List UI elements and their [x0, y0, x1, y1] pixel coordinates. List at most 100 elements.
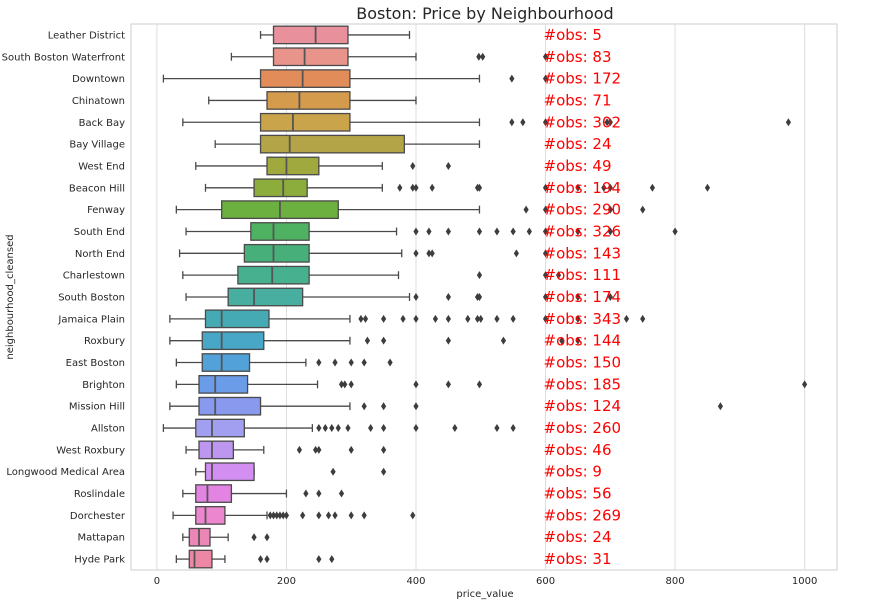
x-tick-label: 200: [277, 576, 296, 587]
outlier-point: [381, 424, 387, 433]
box-group: [178, 243, 549, 263]
outlier-point: [429, 249, 435, 258]
outlier-point: [413, 227, 419, 236]
obs-count-label: #obs: 124: [544, 397, 622, 415]
y-tick-label: Allston: [91, 424, 125, 435]
obs-count-label: #obs: 150: [544, 354, 622, 372]
box-group: [195, 462, 387, 482]
box-group: [182, 484, 345, 503]
box-group: [169, 309, 646, 329]
outlier-point: [381, 402, 387, 411]
y-tick-label: Downtown: [72, 74, 125, 85]
outlier-point: [494, 314, 500, 323]
outlier-point: [542, 205, 549, 214]
obs-count-label: #obs: 343: [544, 310, 622, 328]
outlier-point: [465, 314, 471, 323]
obs-labels-layer: #obs: 5 #obs: 83 #obs: 172 #obs: 71 #obs: 30…: [544, 26, 622, 568]
obs-count-label: #obs: 143: [544, 244, 622, 262]
obs-count-label: #obs: 144: [544, 332, 622, 350]
outlier-point: [410, 161, 416, 170]
outlier-point: [717, 402, 724, 411]
outlier-point: [338, 489, 345, 498]
outlier-point: [542, 118, 549, 127]
outlier-point: [542, 227, 549, 236]
outlier-point: [478, 314, 484, 323]
y-tick-label: Bay Village: [69, 140, 125, 151]
y-tick-label: North End: [75, 249, 125, 260]
obs-count-label: #obs: 56: [544, 485, 612, 503]
outlier-point: [348, 358, 354, 367]
box: [195, 484, 233, 503]
box: [259, 69, 351, 88]
outlier-point: [413, 380, 419, 389]
outlier-point: [476, 183, 483, 192]
outlier-point: [316, 424, 322, 433]
outlier-point: [274, 511, 280, 520]
obs-count-label: #obs: 194: [544, 179, 622, 197]
outlier-point: [476, 227, 483, 236]
outlier-point: [413, 314, 419, 323]
outlier-point: [400, 314, 406, 323]
outlier-point: [523, 205, 529, 214]
outlier-point: [364, 336, 371, 345]
box-group: [208, 91, 417, 110]
box-group: [182, 265, 562, 285]
box-group: [185, 440, 387, 460]
outlier-point: [312, 445, 319, 454]
outlier-point: [559, 336, 565, 345]
y-tick-labels: Leather District South Boston Waterfront D…: [2, 30, 126, 565]
outlier-point: [270, 511, 277, 520]
outlier-point: [607, 118, 613, 127]
outlier-point: [513, 249, 519, 258]
outlier-point: [445, 161, 451, 170]
outlier-point: [303, 489, 309, 498]
outlier-point: [445, 314, 451, 323]
outlier-point: [480, 52, 486, 61]
obs-count-label: #obs: 71: [544, 91, 612, 109]
outlier-point: [316, 445, 322, 454]
outlier-point: [413, 249, 419, 258]
outlier-point: [345, 424, 351, 433]
outlier-point: [381, 445, 387, 454]
outlier-point: [604, 118, 610, 127]
outlier-point: [607, 227, 613, 236]
box-group: [162, 418, 516, 438]
box: [272, 47, 349, 67]
outlier-point: [575, 293, 581, 301]
y-tick-label: South Boston: [58, 293, 125, 304]
x-tick-label: 600: [536, 576, 555, 587]
box-group: [182, 112, 792, 132]
y-tick-label: Longwood Medical Area: [6, 467, 125, 478]
outlier-point: [426, 249, 432, 258]
outlier-point: [542, 183, 549, 192]
box: [266, 156, 320, 176]
y-tick-label: Dorchester: [70, 511, 126, 522]
outlier-point: [361, 511, 367, 520]
outlier-point: [300, 511, 306, 520]
outlier-point: [785, 118, 792, 127]
outlier-point: [362, 314, 369, 323]
box: [227, 287, 304, 307]
outlier-point: [575, 183, 581, 192]
outlier-point: [607, 183, 613, 192]
y-tick-label: Roslindale: [74, 489, 125, 500]
box-group: [182, 527, 270, 547]
box-group: [175, 549, 335, 569]
obs-count-label: #obs: 24: [544, 528, 612, 546]
outlier-point: [575, 336, 581, 345]
outlier-point: [316, 511, 322, 520]
box: [259, 112, 351, 132]
outlier-point: [410, 511, 416, 520]
outlier-point: [413, 402, 419, 411]
outlier-point: [640, 314, 646, 323]
outlier-point: [432, 314, 439, 323]
outlier-point: [296, 445, 303, 454]
obs-count-label: #obs: 290: [544, 201, 622, 219]
y-tick-label: Brighton: [82, 380, 125, 391]
obs-count-label: #obs: 269: [544, 506, 622, 524]
outlier-point: [348, 380, 354, 389]
outlier-point: [445, 380, 451, 389]
x-tick-labels: 0 200 400 600 800 1000: [154, 576, 818, 587]
outlier-point: [329, 555, 335, 564]
